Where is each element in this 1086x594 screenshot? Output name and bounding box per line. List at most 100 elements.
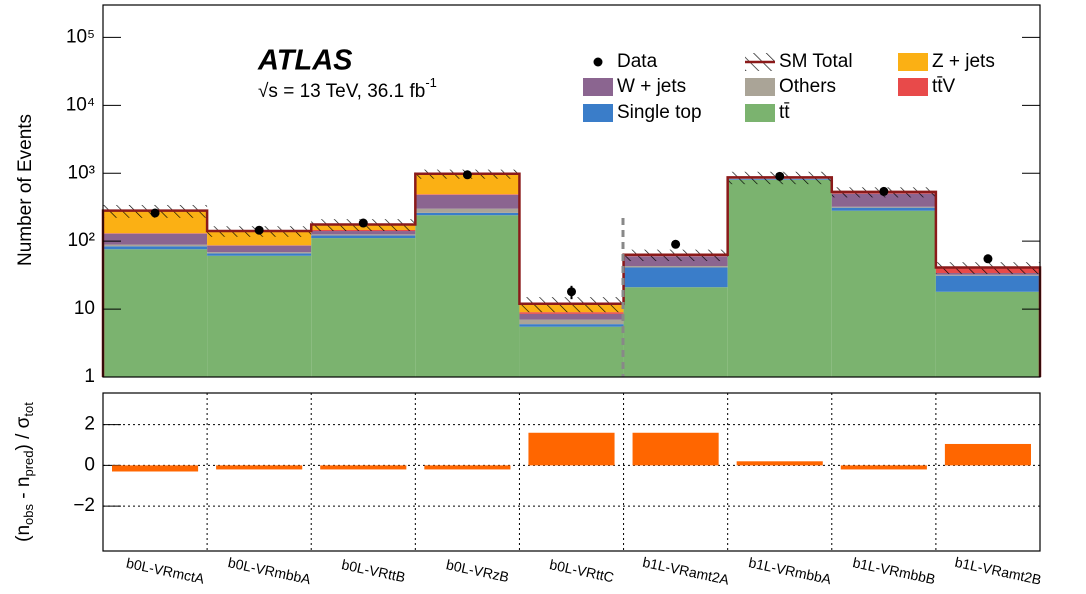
ratio-tick-label: 2	[84, 414, 95, 435]
x-tick-label: b0L-VRmbbA	[227, 554, 313, 587]
sm-total-line	[101, 172, 1042, 377]
legend-swatch	[898, 53, 928, 71]
bar-segment	[415, 212, 520, 216]
data-point	[671, 239, 681, 249]
ratio-bar	[320, 465, 407, 470]
bar-segment	[415, 208, 520, 213]
bar-segment	[831, 210, 936, 377]
legend-label: tt̄V	[932, 76, 956, 97]
bar-segment	[415, 194, 520, 209]
top-frame	[102, 4, 1041, 378]
bar-segment	[935, 274, 1040, 276]
label-text: (n	[13, 525, 34, 542]
bar-segment	[415, 194, 520, 195]
y-tick-label: 10	[74, 298, 95, 319]
bar-segment	[519, 319, 624, 325]
ratio-tick-label: −2	[73, 495, 95, 516]
x-tick-label: b1L-VRmbbB	[851, 554, 937, 587]
bar-segment	[207, 253, 312, 256]
legend-swatch	[745, 104, 775, 122]
y-tick-label: 10³	[68, 162, 95, 183]
legend-label: tt̄	[779, 102, 790, 123]
bar-segment	[311, 235, 416, 239]
legend-label: Others	[779, 76, 836, 97]
bar-segment	[623, 267, 728, 288]
y-tick-label: 10⁴	[66, 94, 95, 115]
label-sub: obs	[21, 503, 36, 524]
bar-segment	[207, 252, 312, 254]
legend-label: Single top	[617, 102, 702, 123]
bar-segment	[311, 231, 416, 235]
bar-segment	[935, 272, 1040, 275]
y-axis-label: Number of Events	[15, 114, 36, 266]
energy-sup: -1	[425, 75, 437, 90]
plot-marks	[101, 169, 1042, 377]
data-point	[879, 186, 889, 196]
y-tick-label: 10⁵	[66, 26, 95, 47]
bar-segment	[103, 233, 208, 245]
x-tick-label: b1L-VRamt2A	[641, 554, 731, 588]
ratio-tick-label: 0	[84, 454, 95, 475]
x-tick-label: b1L-VRamt2B	[954, 554, 1043, 588]
data-point	[150, 208, 160, 218]
legend-marker	[593, 57, 603, 67]
ratio-bar	[216, 465, 303, 470]
bar-segment	[103, 244, 208, 247]
x-tick-label: b0L-VRmctA	[125, 555, 207, 587]
bar-segment	[519, 324, 624, 327]
energy-label: √s = 13 TeV, 36.1 fb-1	[258, 75, 437, 102]
legend-swatch	[745, 78, 775, 96]
legend-label: Z + jets	[932, 51, 995, 72]
bar-segment	[415, 215, 520, 377]
bar-segment	[727, 179, 832, 377]
ratio-bar	[424, 465, 511, 470]
bar-segment	[831, 207, 936, 211]
x-tick-label: b0L-VRttC	[548, 556, 615, 585]
bar-segment	[935, 275, 1040, 292]
ratio-frame	[102, 392, 1041, 552]
data-point	[462, 170, 472, 180]
ratio-y-label: (nobs - npred) / σtot	[13, 402, 36, 542]
label-text: - n	[13, 477, 34, 504]
legend-label: SM Total	[779, 51, 853, 72]
bar-segment	[623, 256, 728, 267]
bar-segment	[831, 206, 936, 208]
legend-label: W + jets	[617, 76, 686, 97]
ratio-bar	[840, 465, 927, 470]
x-tick-label: b0L-VRttB	[340, 556, 407, 585]
data-point	[254, 225, 264, 235]
data-point	[358, 218, 368, 228]
x-tick-label: b0L-VRzB	[445, 556, 511, 585]
bar-segment	[519, 313, 624, 320]
bar-segment	[623, 287, 728, 377]
bar-segment	[415, 173, 520, 195]
bar-segment	[935, 291, 1040, 377]
x-tick-label: b1L-VRmbbA	[747, 554, 833, 587]
bar-segment	[311, 238, 416, 377]
ratio-bar	[944, 443, 1031, 466]
data-point	[567, 287, 576, 297]
bar-segment	[103, 249, 208, 377]
ratio-bar	[736, 461, 823, 466]
experiment-label: ATLAS	[257, 45, 353, 77]
energy-text: √s = 13 TeV, 36.1 fb	[258, 81, 425, 102]
bar-segment	[207, 245, 312, 253]
label-sub: tot	[21, 402, 36, 417]
data-point	[983, 254, 993, 264]
legend-label: Data	[617, 51, 658, 72]
bar-segment	[103, 246, 208, 250]
y-tick-label: 10²	[68, 230, 95, 251]
bar-segment	[519, 326, 624, 377]
label-sub: pred	[21, 451, 36, 477]
legend-swatch	[583, 104, 613, 122]
bar-segment	[207, 255, 312, 377]
bar-segment	[311, 234, 416, 236]
bar-segment	[623, 266, 728, 268]
ratio-bar	[632, 432, 719, 466]
ratio-bar	[528, 432, 615, 466]
label-text: ) / σ	[13, 416, 34, 450]
legend-swatch	[898, 78, 928, 96]
ratio-bar	[112, 465, 199, 472]
data-point	[775, 171, 785, 181]
